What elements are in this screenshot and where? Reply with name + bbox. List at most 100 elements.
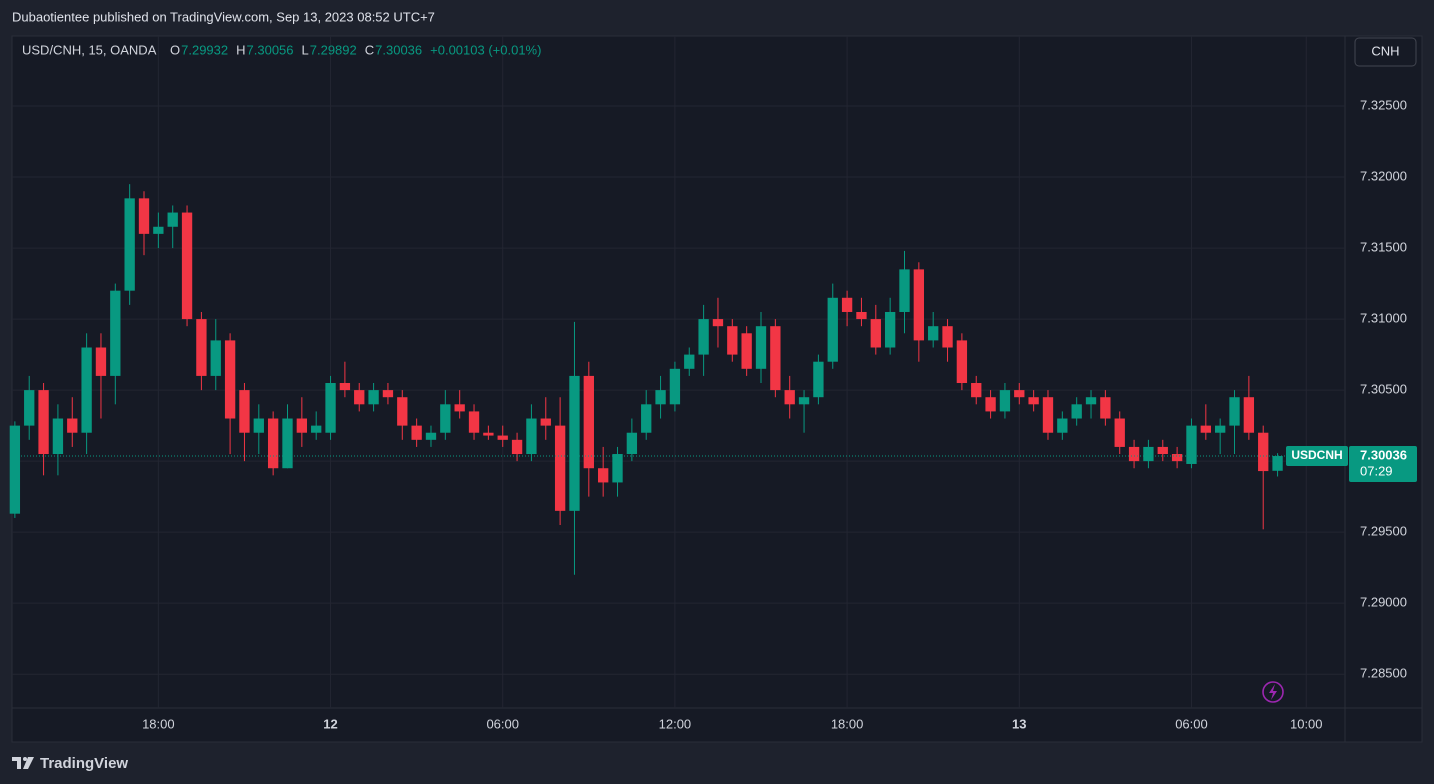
legend-key: H (236, 42, 245, 57)
candle-body (1071, 404, 1082, 419)
candle-body (81, 347, 92, 433)
candle-body (827, 297, 838, 362)
candle-body (38, 390, 49, 455)
brand-logo (12, 757, 34, 769)
candle-body (884, 311, 896, 348)
candle-body (67, 418, 78, 433)
y-tick-label: 7.31500 (1360, 240, 1407, 255)
candle-body (210, 340, 221, 376)
y-tick-label: 7.30500 (1360, 382, 1407, 397)
x-tick-label: 12 (323, 716, 337, 731)
y-tick-label: 7.28500 (1360, 666, 1407, 681)
candle-body (583, 375, 594, 469)
candle-body (468, 411, 480, 433)
candle-body (52, 418, 64, 455)
ohlc-legend: O 7.29932 H 7.30056 L 7.29892 C 7.30036 +0.00103… (170, 42, 541, 57)
symbol-tag: USDCNH (1291, 448, 1342, 462)
alert-icon[interactable] (1262, 681, 1284, 703)
logo-part (23, 757, 34, 769)
candle-body (1171, 454, 1183, 462)
candle-body (224, 340, 236, 419)
candle-body (741, 333, 752, 369)
candle-body (1229, 397, 1240, 426)
candle-body (138, 198, 150, 234)
logo-part (12, 757, 21, 769)
currency-label[interactable]: CNH (1371, 43, 1399, 58)
candle-body (511, 439, 523, 455)
candle-body (813, 361, 824, 398)
candle-body (870, 319, 881, 348)
candle-body (655, 390, 666, 405)
candle-body (1114, 418, 1125, 447)
candle-body (267, 418, 279, 469)
candle-body (1272, 456, 1283, 471)
x-tick-label: 13 (1012, 716, 1026, 731)
legend-key: C (365, 42, 374, 57)
candle-body (985, 397, 996, 412)
x-tick-label: 18:00 (831, 716, 864, 731)
candle-body (282, 418, 293, 469)
candle-body (483, 432, 494, 436)
candle-body (1028, 397, 1039, 405)
candle-body (325, 383, 336, 433)
candle-body (454, 404, 465, 412)
y-tick-label: 7.32500 (1360, 97, 1407, 112)
candle-body (382, 390, 394, 398)
symbol-tag-box (1286, 446, 1348, 467)
legend-change: +0.00103 (+0.01%) (430, 42, 541, 57)
candle-body (239, 390, 250, 433)
candle-body (1186, 425, 1197, 464)
legend-key: L (302, 42, 309, 57)
candle-body (497, 435, 508, 440)
candle-body (626, 432, 638, 455)
candle-body (9, 425, 21, 514)
candle-body (755, 326, 767, 369)
countdown: 07:29 (1360, 463, 1393, 478)
candle-body (368, 390, 379, 405)
candle-body (1200, 425, 1211, 433)
candle-body (1258, 432, 1269, 472)
candle-body (841, 297, 853, 312)
candle-body (24, 390, 35, 426)
legend-key: O (170, 42, 180, 57)
candle-body (598, 468, 609, 483)
candle-body (913, 269, 925, 341)
candle-body (296, 418, 308, 433)
x-tick-label: 12:00 (659, 716, 692, 731)
x-tick-label: 10:00 (1290, 716, 1323, 731)
candle-body (339, 383, 351, 391)
y-tick-label: 7.29500 (1360, 524, 1407, 539)
candle-body (95, 347, 107, 376)
published-line: Dubaotientee published on TradingView.co… (12, 9, 435, 24)
candle-body (712, 319, 724, 327)
currency-button[interactable] (1354, 37, 1417, 67)
price-tag: 7.30036 (1360, 447, 1407, 462)
candle-body (1085, 397, 1097, 405)
candle-body (641, 404, 652, 433)
candle-body (253, 418, 264, 433)
legend-value: 7.30056 (247, 42, 294, 57)
candle-body (354, 390, 365, 405)
candle-body (942, 326, 953, 348)
candle-body (784, 390, 795, 405)
candle-body (899, 269, 910, 312)
legend-value: 7.30036 (375, 42, 422, 57)
candle-body (411, 425, 422, 440)
candle-body (612, 454, 623, 483)
candle-body (167, 212, 178, 227)
candles (9, 184, 1283, 575)
candle-body (999, 390, 1011, 412)
candle-body (1042, 397, 1054, 433)
logo-part (23, 757, 27, 761)
candle-body (311, 425, 322, 433)
y-tick-label: 7.29000 (1360, 595, 1407, 610)
candle-body (727, 326, 738, 355)
alert-bolt (1269, 684, 1277, 700)
price-tag-box (1349, 446, 1417, 483)
candle-body (440, 404, 451, 433)
candle-body (153, 226, 164, 234)
candle-body (770, 326, 781, 391)
legend-value: 7.29932 (181, 42, 228, 57)
candle-body (1100, 397, 1111, 419)
